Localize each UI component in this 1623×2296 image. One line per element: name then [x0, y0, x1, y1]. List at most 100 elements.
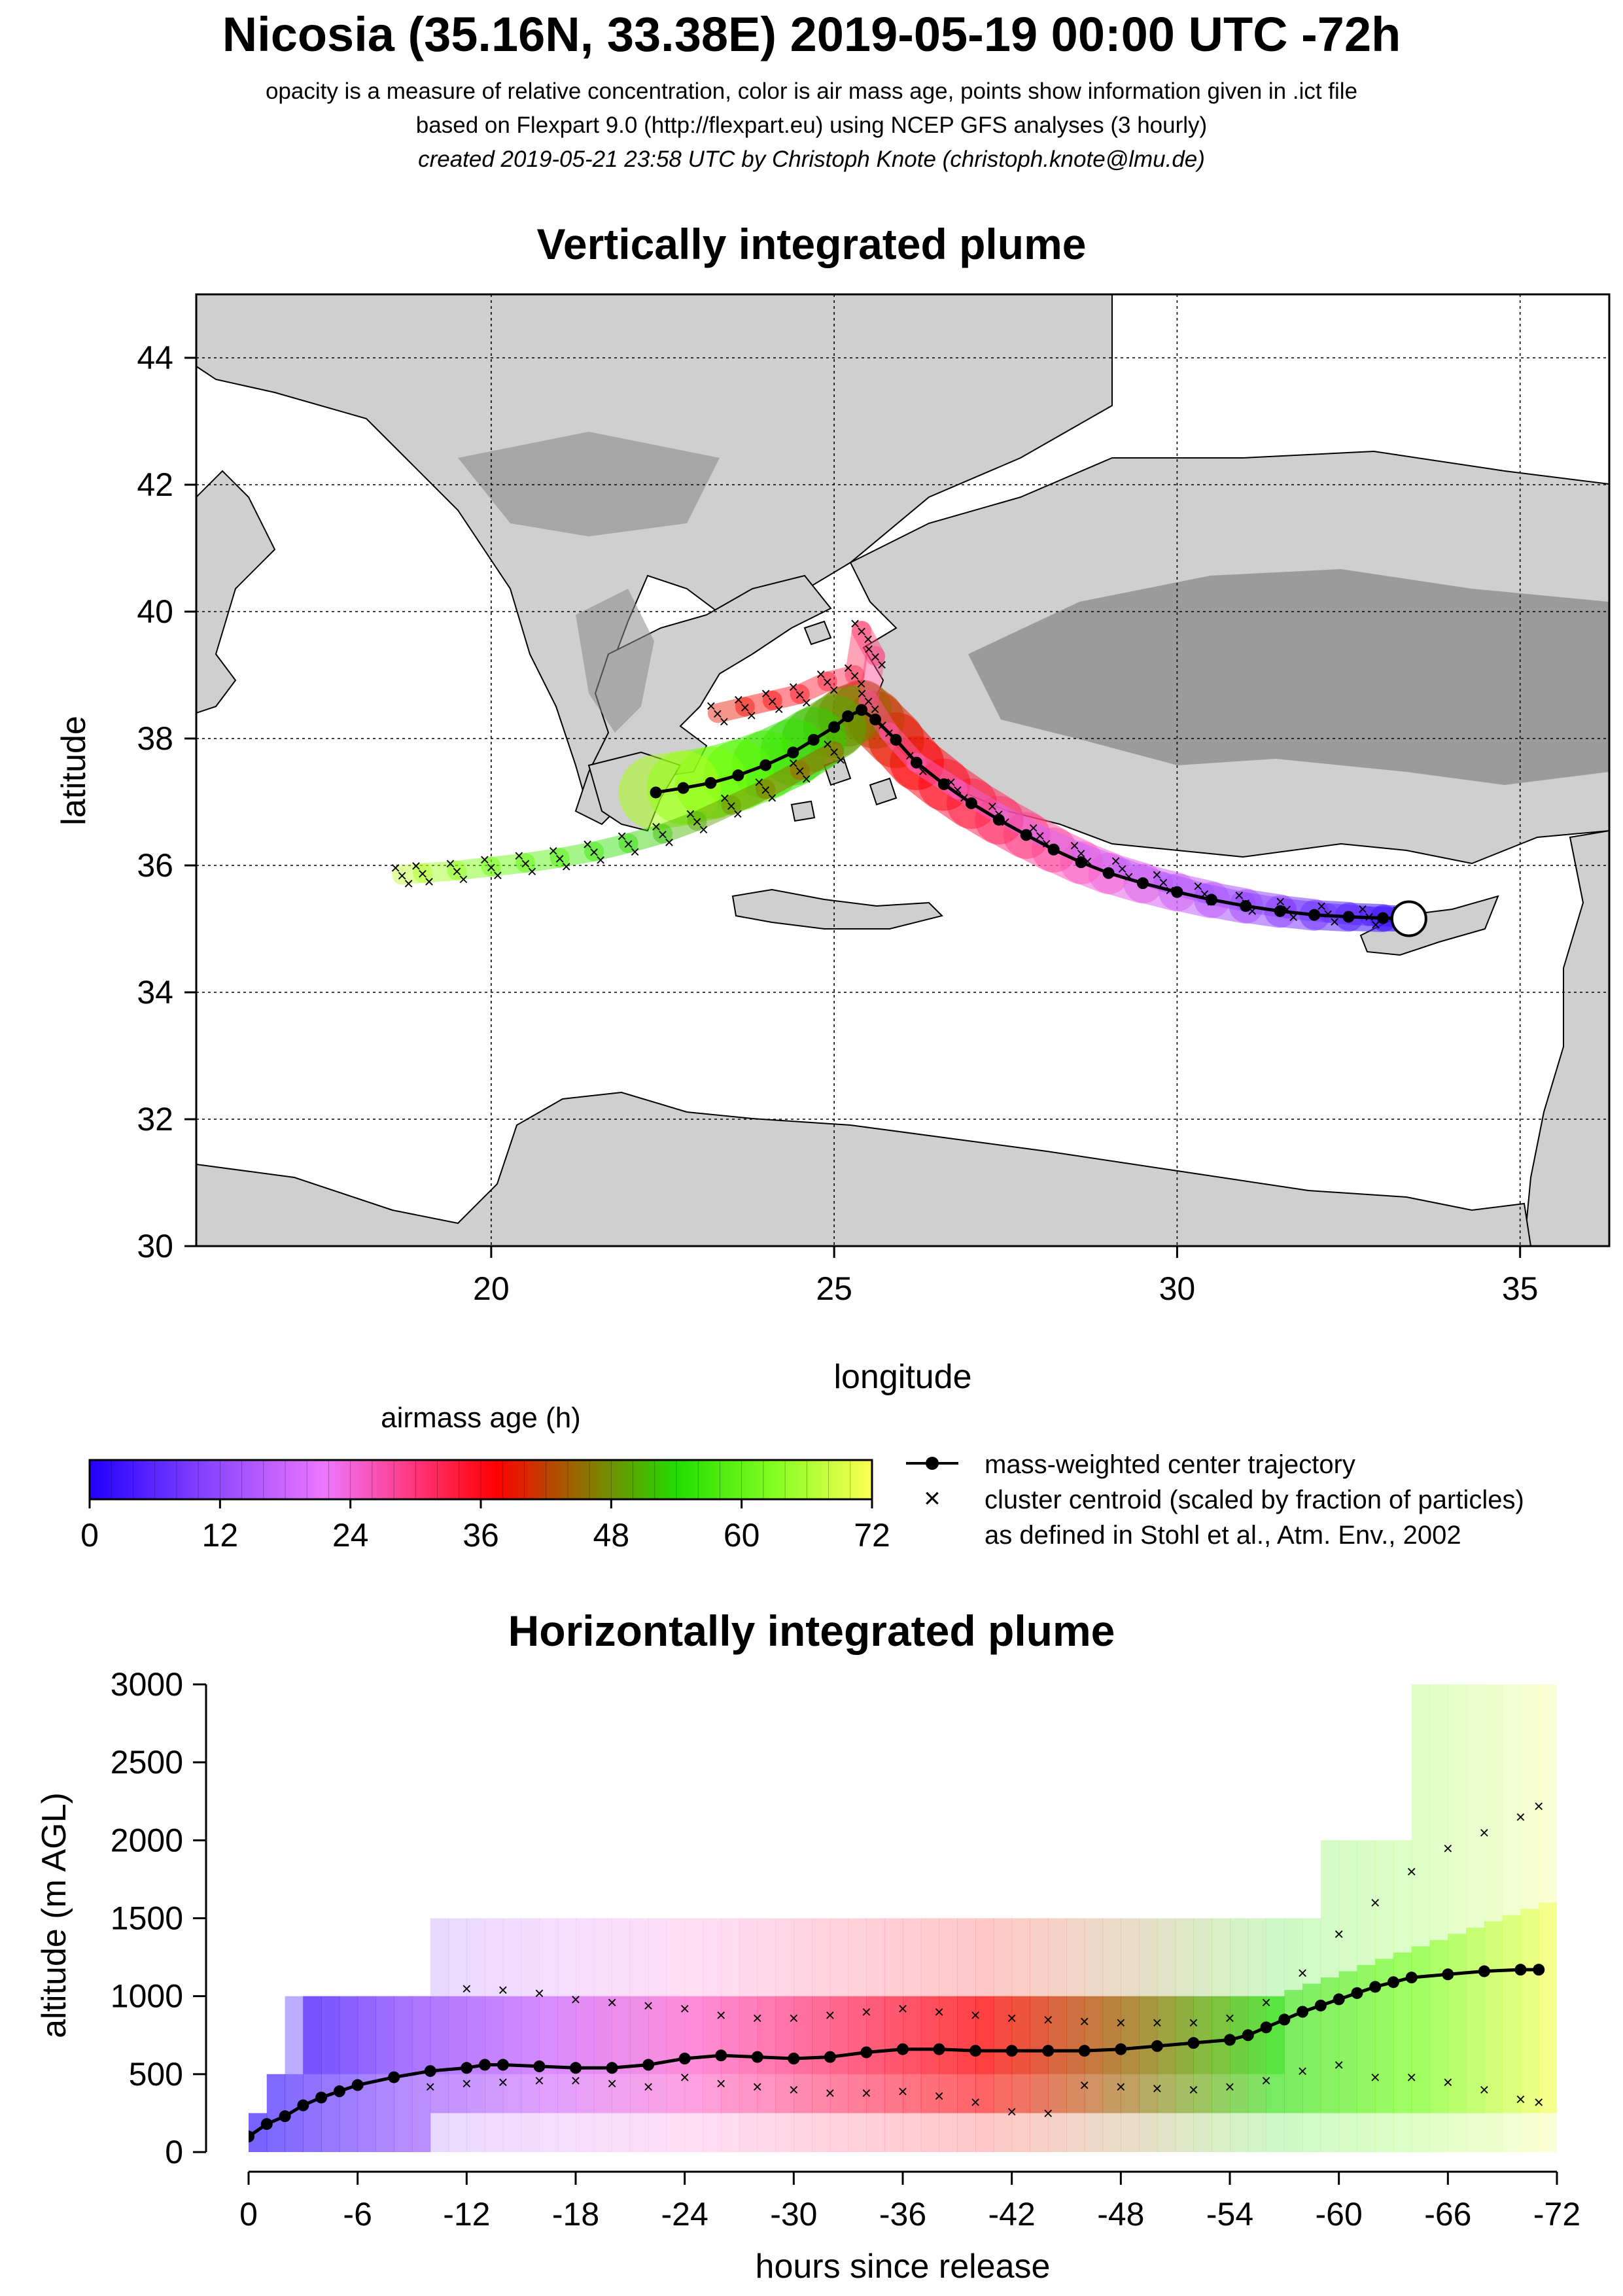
levant-land: [1523, 829, 1609, 1246]
colorbar-tick-label: 12: [202, 1517, 239, 1554]
plume-branch-segment: [392, 863, 433, 885]
alt-plume-dense: [612, 1996, 631, 2074]
cluster-centroid-cross: ×: [719, 712, 729, 731]
plume-branch-segment: [756, 760, 810, 799]
alt-plume-dense: [1030, 1996, 1049, 2074]
plume-branch-segment: [515, 848, 570, 873]
alt-plume-dense: [1084, 1996, 1104, 2074]
cluster-centroid-cross: ×: [1070, 836, 1079, 856]
alt-plume-dense: [303, 1996, 322, 2074]
cluster-centroid-cross: ×: [493, 865, 502, 885]
alt-cluster-cross: ×: [1334, 1924, 1344, 1943]
alt-cluster-cross: ×: [1261, 1992, 1271, 2012]
colorbar-tick-label: 72: [854, 1517, 890, 1554]
alt-center-trajectory-point: [1442, 1968, 1454, 1981]
alt-plume-dense: [993, 1996, 1013, 2074]
cluster-centroid-cross: ×: [555, 848, 565, 868]
plume-branch-segment: [1071, 843, 1132, 878]
alt-y-tick-label: 2000: [111, 1822, 183, 1858]
alt-plume-dense: [975, 1996, 994, 2074]
alt-plume-dense: [557, 1996, 576, 2074]
cluster-centroid-cross: ×: [712, 704, 722, 723]
map-y-tick-label: 32: [137, 1101, 173, 1138]
cluster-centroid-cross: ×: [397, 866, 407, 886]
colorbar-tick-label: 24: [332, 1517, 369, 1554]
cluster-centroid-cross: ×: [740, 698, 750, 718]
cluster-centroid-cross: ×: [774, 699, 784, 719]
alt-plume-dense: [1157, 1996, 1176, 2074]
alt-plume-dense: [375, 1996, 394, 2074]
alt-center-trajectory-point: [1115, 2043, 1127, 2055]
plume-branch-segment: [618, 824, 673, 854]
cluster-centroid-cross: ×: [850, 666, 860, 686]
cluster-centroid-cross: ×: [836, 750, 846, 769]
center-trajectory-point: [1136, 877, 1149, 890]
alt-plume-dense: [576, 1996, 595, 2074]
alt-cluster-cross: ×: [462, 1979, 472, 1998]
alt-cluster-cross: ×: [1152, 2013, 1162, 2032]
alt-cluster-cross: ×: [680, 2068, 689, 2087]
alt-center-trajectory-point: [1297, 2006, 1309, 2018]
plume-branch-segment: [447, 856, 501, 880]
plume-branch-segment: [1030, 825, 1091, 863]
alt-center-trajectory-point: [1278, 2013, 1291, 2026]
center-trajectory-point: [1342, 911, 1355, 923]
alt-plume-dense: [1193, 1996, 1212, 2074]
center-trajectory-point: [787, 746, 799, 759]
alt-cluster-cross: ×: [1043, 2009, 1053, 2029]
plume-branch-segment: [852, 621, 886, 666]
alt-center-trajectory-point: [351, 2079, 364, 2091]
alt-cluster-cross: ×: [570, 1989, 580, 2009]
alt-center-trajectory-point: [897, 2043, 909, 2055]
cluster-centroid-cross: ×: [1323, 904, 1333, 924]
center-trajectory-point: [937, 778, 950, 790]
alt-center-trajectory-point: [642, 2059, 655, 2071]
alt-center-trajectory-point: [860, 2046, 873, 2059]
plume-branch-segment: [550, 841, 604, 868]
center-trajectory-point: [1102, 867, 1115, 879]
alt-cluster-cross: ×: [644, 1996, 654, 2015]
alt-plume-core: [466, 1996, 485, 2113]
cluster-centroid-cross: ×: [726, 796, 736, 816]
cluster-centroid-cross: ×: [754, 773, 764, 792]
alt-cluster-cross: ×: [680, 1999, 689, 2019]
alt-cluster-cross: ×: [971, 2093, 981, 2112]
alt-cluster-cross: ×: [789, 2008, 799, 2028]
map-x-tick-label: 30: [1159, 1270, 1196, 1307]
aegean-islands: [790, 620, 898, 822]
crete-land: [731, 888, 943, 930]
alt-cluster-cross: ×: [534, 2070, 544, 2090]
alt-plume-core: [1175, 1996, 1194, 2113]
center-trajectory-point: [1376, 912, 1389, 924]
north-africa-land: [196, 1091, 1532, 1246]
alt-cluster-cross: ×: [716, 2005, 726, 2025]
alt-center-trajectory-point: [497, 2059, 509, 2071]
alt-y-tick-label: 1000: [111, 1978, 183, 2015]
map-y-tick-label: 38: [137, 720, 173, 757]
map-x-axis-label: longitude: [833, 1358, 971, 1396]
map-y-tick-label: 40: [137, 593, 173, 630]
alt-x-tick-label: -72: [1533, 2196, 1580, 2233]
alt-cluster-cross: ×: [1189, 2080, 1198, 2100]
alt-center-trajectory-point: [1351, 1987, 1363, 1999]
altitude-panel-title: Horizontally integrated plume: [508, 1607, 1115, 1655]
cluster-centroid-cross: ×: [864, 691, 873, 711]
alt-cluster-cross: ×: [752, 2077, 762, 2096]
alt-cluster-cross: ×: [1370, 1893, 1380, 1913]
center-trajectory-point: [677, 782, 689, 794]
alt-plume-dense: [957, 1996, 976, 2074]
cluster-centroid-cross: ×: [1117, 859, 1127, 878]
alt-plume-dense: [430, 1996, 449, 2074]
cluster-centroid-cross: ×: [1111, 851, 1121, 871]
alt-plume-dense: [903, 1996, 922, 2074]
cluster-centroid-cross: ×: [857, 684, 867, 703]
plume-branch-segment: [988, 803, 1050, 845]
alt-cluster-cross: ×: [1443, 1838, 1453, 1858]
alt-cluster-cross: ×: [570, 2070, 580, 2090]
cluster-centroid-cross: ×: [583, 835, 593, 854]
alt-cluster-cross: ×: [752, 2008, 762, 2028]
alt-plume-dense: [1102, 1996, 1121, 2074]
alt-cluster-cross: ×: [825, 2005, 835, 2025]
alt-plume-dense: [1066, 1996, 1085, 2074]
